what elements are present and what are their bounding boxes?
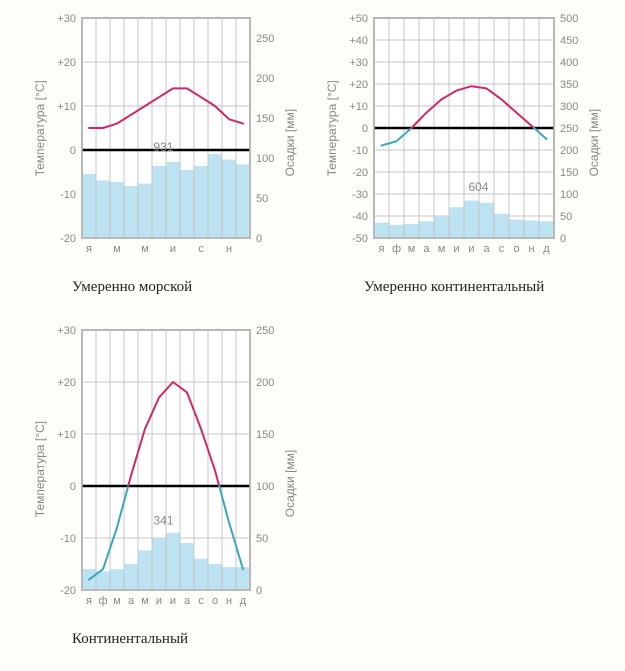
svg-text:м: м xyxy=(113,595,121,607)
svg-text:-10: -10 xyxy=(352,145,368,157)
svg-text:200: 200 xyxy=(256,377,274,389)
svg-text:и: и xyxy=(468,243,474,255)
climate-chart-continental: 341+30+20+100-10-20250200150100500яфмами… xyxy=(12,320,302,648)
svg-text:250: 250 xyxy=(256,325,274,337)
svg-text:д: д xyxy=(240,595,247,607)
svg-text:50: 50 xyxy=(560,211,572,223)
svg-text:и: и xyxy=(170,595,176,607)
svg-text:н: н xyxy=(528,243,534,255)
svg-text:150: 150 xyxy=(560,167,578,179)
svg-text:500: 500 xyxy=(560,13,578,25)
svg-text:+50: +50 xyxy=(349,13,368,25)
svg-text:о: о xyxy=(212,595,218,607)
svg-text:я: я xyxy=(86,595,92,607)
svg-text:ф: ф xyxy=(98,595,107,607)
chart-caption: Умеренно морской xyxy=(72,279,302,296)
svg-text:100: 100 xyxy=(256,153,274,165)
svg-text:250: 250 xyxy=(256,33,274,45)
svg-text:с: с xyxy=(499,243,505,255)
svg-text:150: 150 xyxy=(256,429,274,441)
svg-text:м: м xyxy=(438,243,446,255)
chart-caption: Умеренно континентальный xyxy=(364,279,618,296)
svg-text:450: 450 xyxy=(560,35,578,47)
svg-text:+20: +20 xyxy=(349,79,368,91)
svg-text:о: о xyxy=(513,243,519,255)
svg-text:-20: -20 xyxy=(352,167,368,179)
svg-text:а: а xyxy=(128,595,135,607)
svg-text:н: н xyxy=(226,595,232,607)
svg-text:+10: +10 xyxy=(57,101,76,113)
climate-chart-svg: 931 +30 +20 +10 0 -10 -20 250 200 150 100 50 0 я м м и с н… xyxy=(12,8,302,268)
temp-axis-label: Температура [°C] xyxy=(325,80,339,176)
svg-text:0: 0 xyxy=(362,123,368,135)
svg-text:и: и xyxy=(170,243,176,255)
svg-text:+30: +30 xyxy=(57,325,76,337)
svg-text:+20: +20 xyxy=(57,57,76,69)
svg-text:+10: +10 xyxy=(57,429,76,441)
svg-text:а: а xyxy=(483,243,490,255)
svg-text:+10: +10 xyxy=(349,101,368,113)
svg-text:+30: +30 xyxy=(57,13,76,25)
precip-total-annotation: 604 xyxy=(469,180,489,194)
svg-text:-30: -30 xyxy=(352,189,368,201)
svg-text:+20: +20 xyxy=(57,377,76,389)
precip-total-annotation: 341 xyxy=(153,514,173,528)
svg-text:+30: +30 xyxy=(349,57,368,69)
svg-text:0: 0 xyxy=(560,233,566,245)
svg-text:-50: -50 xyxy=(352,233,368,245)
precip-axis-label: Осадки [мм] xyxy=(587,109,601,176)
svg-text:и: и xyxy=(156,595,162,607)
svg-text:-20: -20 xyxy=(60,233,76,245)
page-root: { "palette": { "bg": "#fdfdfa", "grid_bo… xyxy=(0,0,625,671)
svg-text:-20: -20 xyxy=(60,585,76,597)
svg-text:м: м xyxy=(141,243,149,255)
temp-axis-label: Температура [°C] xyxy=(33,80,47,176)
svg-text:с: с xyxy=(198,595,204,607)
chart-caption: Континентальный xyxy=(72,631,302,648)
svg-text:я: я xyxy=(86,243,92,255)
precip-axis-label: Осадки [мм] xyxy=(283,450,297,517)
precip-axis-label: Осадки [мм] xyxy=(283,109,297,176)
svg-text:0: 0 xyxy=(256,233,262,245)
svg-text:300: 300 xyxy=(560,101,578,113)
svg-text:м: м xyxy=(113,243,121,255)
climate-chart-moderate-continental: 604+50+40+30+20+100-10-20-30-40-50500450… xyxy=(318,8,618,296)
climate-chart-svg: 604+50+40+30+20+100-10-20-30-40-50500450… xyxy=(318,8,618,268)
svg-text:200: 200 xyxy=(256,73,274,85)
svg-text:0: 0 xyxy=(256,585,262,597)
svg-text:400: 400 xyxy=(560,57,578,69)
svg-text:-40: -40 xyxy=(352,211,368,223)
svg-text:50: 50 xyxy=(256,193,268,205)
svg-text:с: с xyxy=(198,243,204,255)
svg-text:0: 0 xyxy=(70,481,76,493)
climate-chart-maritime: 931 +30 +20 +10 0 -10 -20 250 200 150 100 50 0 я м м и с н… xyxy=(12,8,302,296)
svg-text:а: а xyxy=(184,595,191,607)
svg-text:350: 350 xyxy=(560,79,578,91)
svg-text:-10: -10 xyxy=(60,533,76,545)
svg-text:200: 200 xyxy=(560,145,578,157)
svg-text:250: 250 xyxy=(560,123,578,135)
svg-text:0: 0 xyxy=(70,145,76,157)
svg-text:-10: -10 xyxy=(60,189,76,201)
svg-text:н: н xyxy=(226,243,232,255)
precip-total-annotation: 931 xyxy=(153,140,173,154)
svg-text:100: 100 xyxy=(560,189,578,201)
svg-text:д: д xyxy=(543,243,550,255)
svg-text:150: 150 xyxy=(256,113,274,125)
temp-axis-label: Температура [°C] xyxy=(33,421,47,517)
svg-text:и: и xyxy=(453,243,459,255)
svg-text:ф: ф xyxy=(392,243,401,255)
svg-text:100: 100 xyxy=(256,481,274,493)
svg-text:м: м xyxy=(141,595,149,607)
svg-text:я: я xyxy=(379,243,385,255)
climate-chart-svg: 341+30+20+100-10-20250200150100500яфмами… xyxy=(12,320,302,620)
svg-text:50: 50 xyxy=(256,533,268,545)
svg-text:+40: +40 xyxy=(349,35,368,47)
svg-text:а: а xyxy=(423,243,430,255)
svg-text:м: м xyxy=(408,243,416,255)
